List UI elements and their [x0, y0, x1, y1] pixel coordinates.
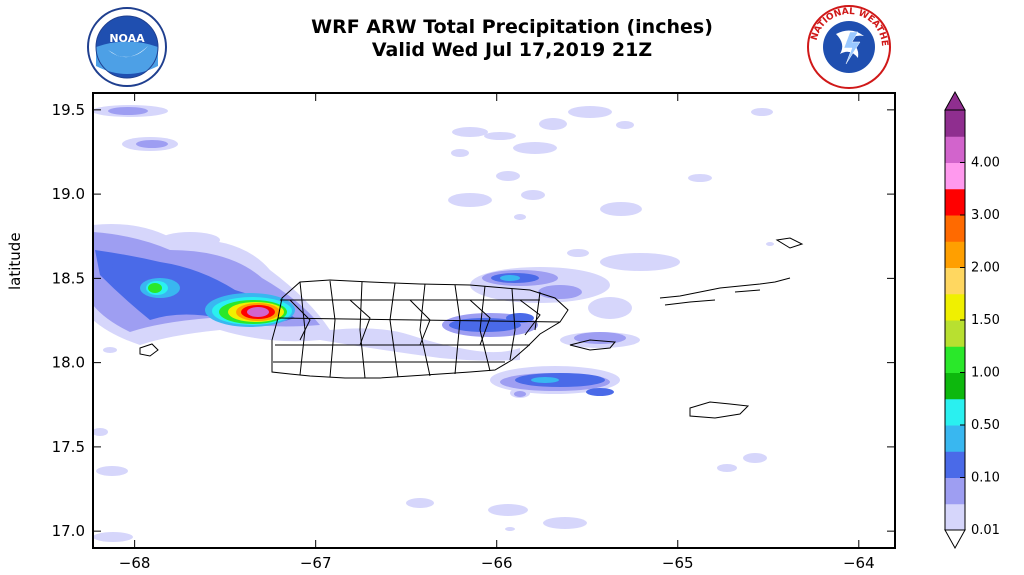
x-tick-label: −66 [481, 554, 513, 572]
colorbar-label: 0.01 [971, 523, 1000, 538]
colorbar-label: 2.00 [971, 261, 1000, 276]
colorbar-swatch [945, 503, 965, 531]
nws-logo: NATIONAL WEATHER SERVICE [806, 4, 891, 89]
colorbar-swatch [945, 241, 965, 268]
noaa-logo: NOAA [87, 7, 167, 87]
plot-frame [92, 92, 896, 549]
colorbar-swatch [945, 267, 965, 295]
colorbar-label: 0.50 [971, 418, 1000, 433]
colorbar-swatch [945, 110, 965, 137]
y-tick-label: 17.5 [52, 438, 85, 456]
colorbar-label: 0.10 [971, 471, 1000, 486]
colorbar-swatch [945, 372, 965, 400]
colorbar-label: 4.00 [971, 156, 1000, 171]
y-tick-label: 18.5 [52, 269, 85, 287]
y-tick-label: 18.0 [52, 354, 85, 372]
colorbar-swatch [945, 320, 965, 347]
y-tick-label: 19.0 [52, 185, 85, 203]
y-axis: 19.5 19.0 18.5 18.0 17.5 17.0 [52, 101, 895, 540]
colorbar-label: 1.50 [971, 313, 1000, 328]
y-axis-label: latitude [6, 232, 24, 290]
x-axis: −68 −67 −66 −65 −64 [119, 93, 875, 572]
x-tick-label: −67 [300, 554, 332, 572]
y-tick-label: 19.5 [52, 101, 85, 119]
colorbar-min-arrow [944, 529, 966, 550]
colorbar: 0.01 0.10 0.50 1.00 1.50 2.00 3.00 4.00 [944, 90, 1000, 550]
chart-subtitle: Valid Wed Jul 17,2019 21Z [371, 39, 653, 61]
colorbar-swatch [945, 425, 965, 452]
colorbar-swatch [945, 188, 965, 216]
x-tick-label: −64 [843, 554, 875, 572]
colorbar-swatch [945, 136, 965, 163]
colorbar-swatch [945, 293, 965, 321]
y-tick-label: 17.0 [52, 522, 85, 540]
islands-outline [139, 237, 804, 419]
colorbar-swatch [945, 162, 965, 190]
colorbar-max-arrow [944, 90, 966, 111]
colorbar-swatch [945, 215, 965, 242]
colorbar-label: 1.00 [971, 366, 1000, 381]
colorbar-label: 3.00 [971, 208, 1000, 223]
colorbar-swatch [945, 398, 965, 426]
colorbar-swatch [945, 451, 965, 478]
puerto-rico-outline [271, 279, 569, 379]
precip-magenta [247, 307, 269, 317]
chart-title: WRF ARW Total Precipitation (inches) [311, 16, 713, 38]
colorbar-swatch [945, 346, 965, 373]
x-tick-label: −65 [662, 554, 694, 572]
precip-fields [93, 105, 804, 542]
x-tick-label: −68 [119, 554, 151, 572]
noaa-logo-text: NOAA [109, 32, 145, 45]
colorbar-swatch [945, 477, 965, 505]
